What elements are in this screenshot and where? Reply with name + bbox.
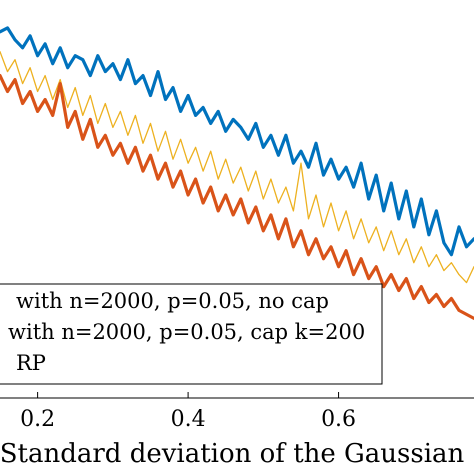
x-axis: 0.2 0.4 0.6 — [0, 392, 474, 432]
legend-entry-1: with n=2000, p=0.05, no cap — [16, 289, 329, 313]
x-tick-label: 0.2 — [20, 407, 55, 432]
x-axis-label: Standard deviation of the Gaussian — [0, 439, 465, 469]
legend-box — [0, 283, 383, 385]
series-layer — [0, 26, 474, 320]
x-tick-label: 0.6 — [321, 407, 356, 432]
series-line-3 — [0, 51, 474, 284]
legend: with n=2000, p=0.05, no cap with n=2000, … — [0, 283, 383, 385]
legend-entry-3: RP — [16, 351, 46, 375]
series-line-1 — [0, 26, 474, 257]
x-tick-label: 0.4 — [171, 407, 206, 432]
series-line-2 — [0, 73, 474, 320]
legend-entry-2: with n=2000, p=0.05, cap k=200 — [8, 320, 365, 344]
